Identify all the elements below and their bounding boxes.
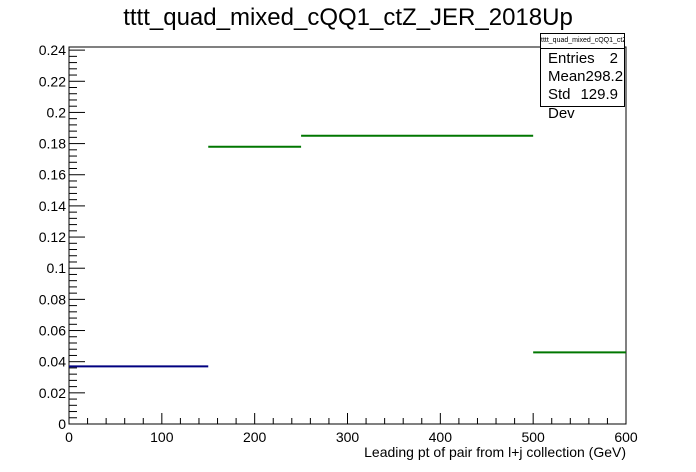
x-tick-label: 100 <box>150 429 174 445</box>
y-tick-label: 0.04 <box>39 354 66 370</box>
stats-mean-label: Mean <box>548 68 586 85</box>
stats-box-name: tttt_quad_mixed_cQQ1_ctZ_JER_2018Up <box>541 34 624 49</box>
stats-stddev-label: Std Dev <box>548 86 575 122</box>
x-tick-label: 500 <box>521 429 545 445</box>
y-tick-label: 0.08 <box>39 291 66 307</box>
y-tick-label: 0.24 <box>39 42 66 58</box>
axes: 0 0.02 0.04 0.06 0.08 0.1 0.12 0.14 0.16 0.18 0.2 0… <box>39 42 638 445</box>
x-axis-label: Leading pt of pair from l+j collection (… <box>364 444 626 460</box>
y-tick-label: 0 <box>58 416 66 432</box>
stats-mean-value: 298.2 <box>585 68 624 85</box>
y-tick-label: 0.18 <box>39 136 66 152</box>
stats-entries-row: Entries 2 <box>541 49 624 67</box>
chart-title: tttt_quad_mixed_cQQ1_ctZ_JER_2018Up <box>123 4 573 31</box>
stats-box: tttt_quad_mixed_cQQ1_ctZ_JER_2018Up Entr… <box>540 33 625 122</box>
y-tick-label: 0.22 <box>39 73 66 89</box>
x-tick-label: 600 <box>614 429 638 445</box>
stats-stddev-value: 129.9 <box>580 86 618 103</box>
y-tick-label: 0.1 <box>47 260 67 276</box>
x-tick-label: 0 <box>65 429 73 445</box>
y-tick-label: 0.02 <box>39 385 66 401</box>
x-tick-label: 300 <box>336 429 360 445</box>
x-tick-label: 400 <box>429 429 453 445</box>
y-tick-label: 0.14 <box>39 198 66 214</box>
stats-entries-value: 2 <box>609 50 618 67</box>
y-tick-label: 0.2 <box>47 104 67 120</box>
stats-mean-row: Mean 298.2 <box>541 67 624 85</box>
histogram-bins <box>69 134 626 368</box>
stats-entries-label: Entries <box>548 50 595 67</box>
y-tick-label: 0.06 <box>39 323 66 339</box>
y-tick-label: 0.16 <box>39 167 66 183</box>
stats-stddev-row: Std Dev 129.9 <box>541 85 624 122</box>
x-tick-label: 200 <box>243 429 267 445</box>
y-tick-label: 0.12 <box>39 229 66 245</box>
